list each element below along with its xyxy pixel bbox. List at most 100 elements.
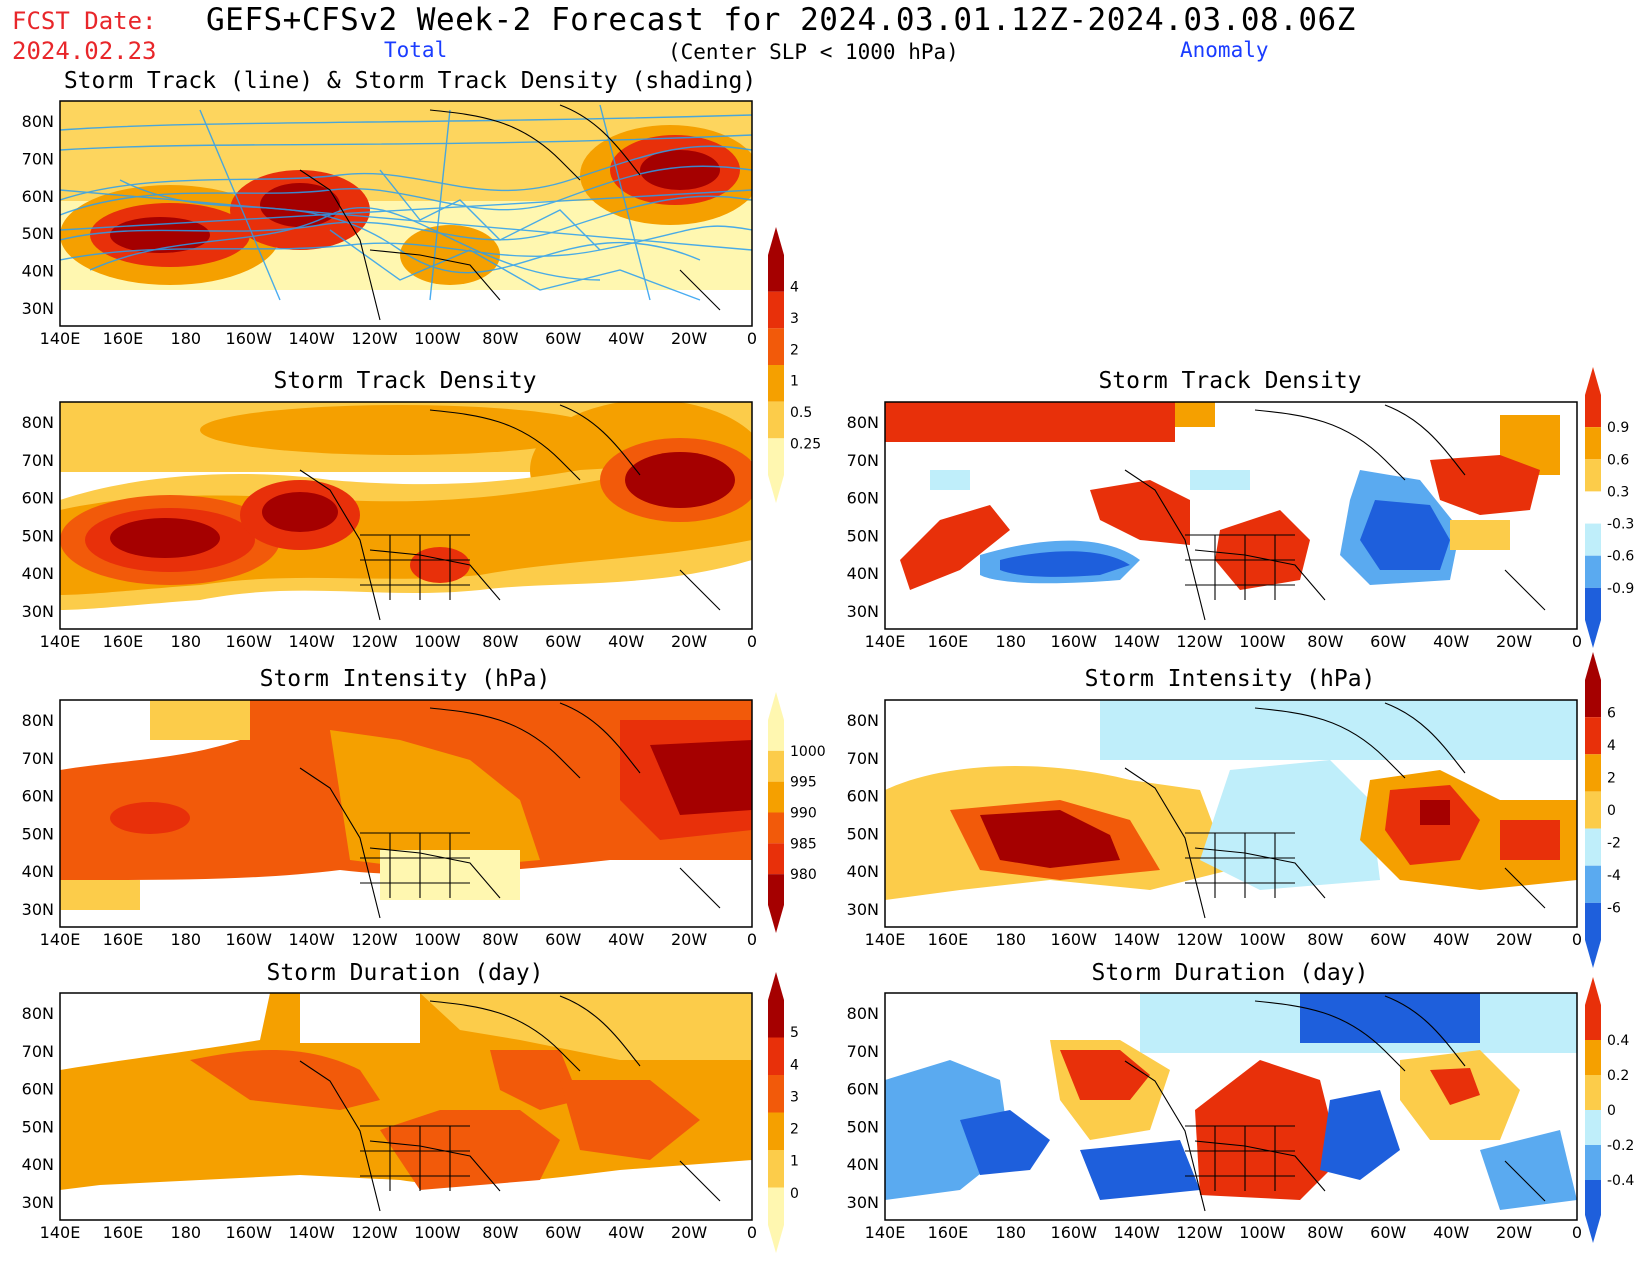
lon-tick-label: 140E [40,329,81,348]
lon-tick-label: 80W [482,329,518,348]
lon-tick-label: 0 [747,329,757,348]
colorbar-swatch [1585,587,1601,620]
lon-tick-label: 160E [928,1223,969,1242]
lon-tick-label: 160E [103,930,144,949]
colorbar-lower-arrow [768,475,784,503]
lon-tick-label: 0 [747,632,757,651]
lon-tick-label: 160E [928,632,969,651]
lon-tick-label: 160W [1051,1223,1098,1242]
lon-tick-label: 180 [996,930,1027,949]
lat-tick-label: 40N [22,564,54,583]
map-density-anomaly [885,402,1577,629]
colorbar-upper-arrow [1585,367,1601,395]
lon-tick-label: 120W [1176,930,1223,949]
colorbar-swatch [1585,427,1601,460]
lat-tick-label: 30N [22,1193,54,1212]
lat-tick-label: 60N [847,489,879,508]
colorbar-swatch [1585,1180,1601,1215]
coastlines [299,104,1546,1212]
lat-tick-label: 40N [22,262,54,281]
colorbar-swatch [768,874,784,905]
colorbar-swatch [768,438,784,475]
lon-tick-label: 60W [545,329,581,348]
lon-tick-label: 180 [171,1223,202,1242]
main-title: GEFS+CFSv2 Week-2 Forecast for 2024.03.0… [206,2,1356,38]
map-duration-anomaly [885,993,1577,1220]
colorbar-swatch [1585,555,1601,588]
lon-tick-label: 140W [1113,1223,1160,1242]
lon-tick-label: 140E [40,632,81,651]
colorbar-swatch [1585,902,1601,940]
lon-tick-label: 60W [545,1223,581,1242]
colorbar-label: 0.6 [1607,452,1629,468]
lon-tick-label: 20W [671,632,707,651]
lat-tick-label: 60N [847,1080,879,1099]
lon-tick-label: 100W [1239,1223,1286,1242]
colorbar-label: 1 [790,1154,799,1170]
colorbar-label: 4 [790,1057,799,1073]
lat-tick-label: 30N [847,900,879,919]
lon-tick-label: 140W [1113,930,1160,949]
lat-tick-label: 30N [847,1193,879,1212]
colorbar-label: -2 [1607,836,1621,852]
colorbar-label: 0.25 [790,437,821,453]
lon-tick-label: 120W [351,329,398,348]
colorbar-swatch [1585,791,1601,829]
lat-tick-label: 50N [22,224,54,243]
lon-tick-label: 100W [414,632,461,651]
lat-tick-label: 70N [22,451,54,470]
colorbar-label: 990 [790,806,817,822]
lon-tick-label: 100W [414,329,461,348]
lon-tick-label: 160W [226,329,273,348]
lon-tick-label: 40W [608,1223,644,1242]
colorbar-label: 0 [1607,1103,1616,1119]
lon-tick-label: 80W [482,632,518,651]
fcst-date-value: 2024.02.23 [12,37,157,65]
colorbar-label: -0.6 [1607,549,1634,565]
lat-tick-label: 30N [22,900,54,919]
colorbar-label: -0.3 [1607,517,1634,533]
colorbar-label: -0.4 [1607,1173,1634,1189]
fcst-date-label: FCST Date: [12,7,157,35]
colorbar-label: 0.9 [1607,420,1629,436]
lon-tick-label: 60W [1370,632,1406,651]
lat-tick-label: 30N [22,602,54,621]
colorbar-swatch [1585,754,1601,792]
lat-tick-label: 70N [22,749,54,768]
colorbar-label: 6 [1607,706,1616,722]
colorbar-lower-arrow [768,905,784,933]
colorbar-label: 1000 [790,744,826,760]
lon-tick-label: 180 [171,329,202,348]
lat-tick-label: 60N [22,187,54,206]
lon-tick-label: 120W [351,632,398,651]
lon-tick-label: 180 [171,930,202,949]
lat-tick-label: 80N [847,711,879,730]
lon-tick-label: 140W [288,632,335,651]
lat-tick-label: 30N [22,299,54,318]
lat-tick-label: 60N [847,787,879,806]
lon-tick-label: 80W [1307,1223,1343,1242]
lon-tick-label: 100W [414,1223,461,1242]
lon-tick-label: 40W [608,632,644,651]
colorbars: 43210.50.250.90.60.3-0.3-0.6-0.910009959… [768,227,1634,1253]
colorbar-swatch [768,750,784,782]
lon-tick-label: 80W [482,930,518,949]
lat-tick-label: 50N [847,824,879,843]
colorbar-lower-arrow [1585,620,1601,648]
panel-title-density-total: Storm Track Density [273,368,537,394]
axis-labels: 140E 160E 180 160W 140W 120W 100W 80W 60W 40W 20W 0… [22,112,1582,1242]
map-intensity-total [60,700,752,927]
lat-tick-label: 40N [847,1155,879,1174]
lon-tick-label: 140E [865,1223,906,1242]
colorbar-label: 4 [1607,738,1616,754]
lat-tick-label: 70N [22,149,54,168]
lat-tick-label: 70N [22,1042,54,1061]
lon-tick-label: 120W [1176,1223,1223,1242]
map-duration-total [60,993,752,1220]
colorbar-label: 985 [790,836,817,852]
lon-tick-label: 0 [747,1223,757,1242]
panel-title-density-anomaly: Storm Track Density [1098,368,1362,394]
colorbar-swatch [1585,1040,1601,1075]
colorbar-label: -6 [1607,901,1621,917]
